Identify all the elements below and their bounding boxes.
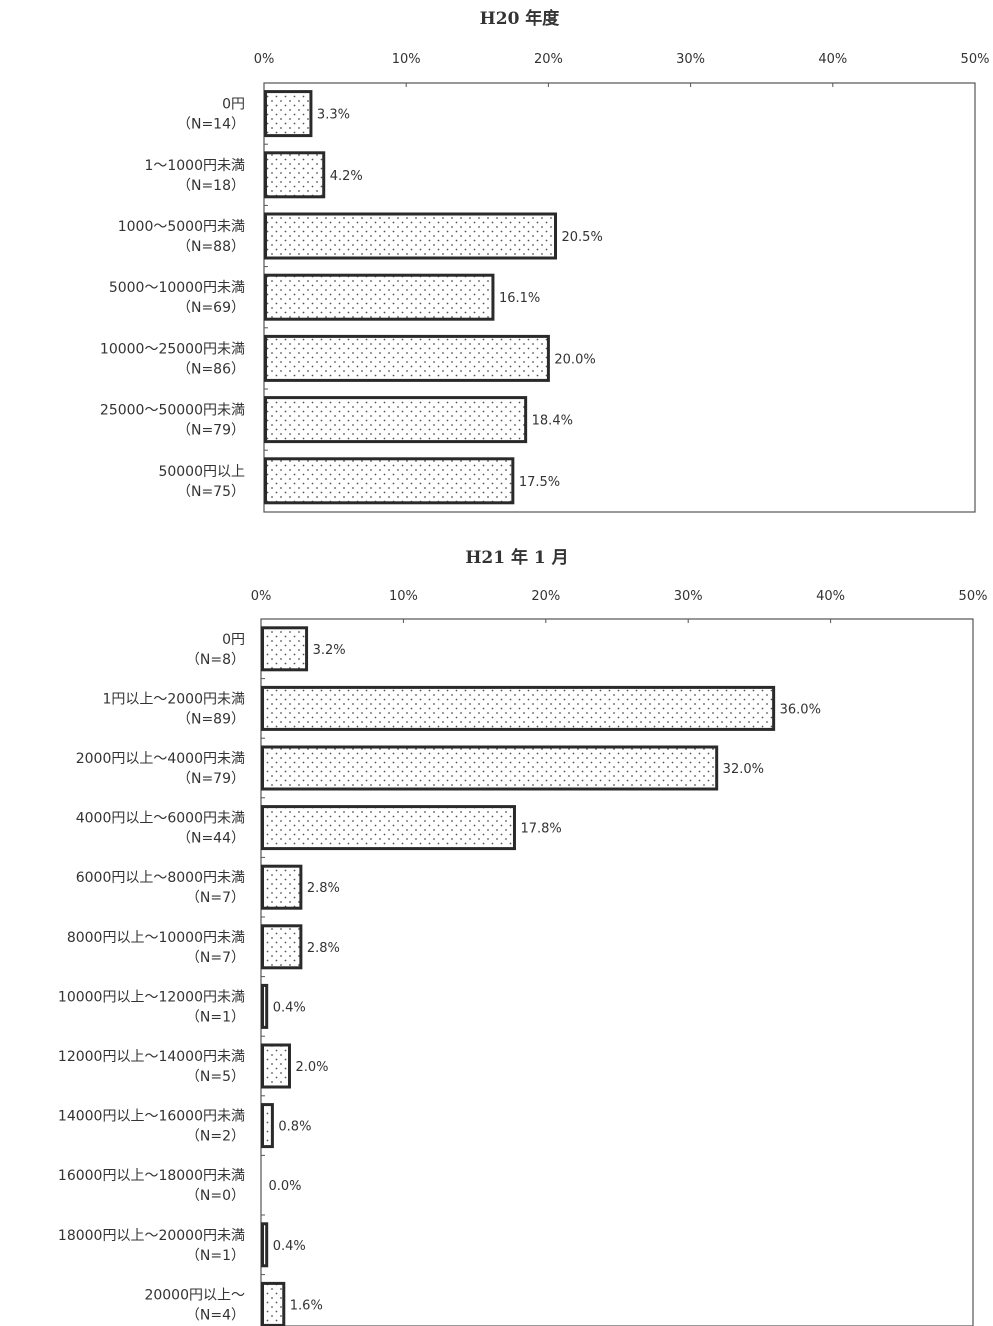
data-label: 17.5% xyxy=(519,475,560,490)
category-label: 0円 xyxy=(222,97,245,113)
bar xyxy=(261,1043,291,1089)
bar xyxy=(264,457,515,505)
category-label: 5000～10000円未満 xyxy=(109,280,245,296)
bar xyxy=(264,396,528,444)
data-label: 4.2% xyxy=(330,169,363,184)
data-label: 0.4% xyxy=(273,1000,306,1015)
category-label: 1～1000円未満 xyxy=(144,158,245,174)
data-label: 2.8% xyxy=(307,941,340,956)
chart-title: H21 年 1 月 xyxy=(465,547,568,568)
x-tick-label: 30% xyxy=(674,589,703,604)
category-label: 12000円以上～14000円未満 xyxy=(58,1049,245,1065)
data-label: 20.0% xyxy=(554,352,595,367)
category-label: 10000円以上～12000円未満 xyxy=(58,989,245,1005)
category-count-label: （N=0） xyxy=(186,1188,245,1204)
category-label: 25000～50000円未満 xyxy=(100,403,245,419)
data-label: 0.4% xyxy=(273,1239,306,1254)
data-label: 0.0% xyxy=(269,1179,302,1194)
bar xyxy=(261,1281,286,1326)
bar xyxy=(261,626,309,672)
data-label: 3.2% xyxy=(313,643,346,658)
plot-area xyxy=(260,618,974,1326)
x-tick-label: 0% xyxy=(254,52,275,67)
category-count-label: （N=1） xyxy=(186,1248,245,1264)
x-tick-label: 10% xyxy=(392,52,421,67)
chart-1: H20 年度 0% 10% 20% 30% 40% 50% 3.3% 0円 （N=14） 4.2% 1… xyxy=(100,8,990,513)
data-label: 16.1% xyxy=(499,291,540,306)
bar xyxy=(264,273,495,321)
bar xyxy=(261,1103,274,1149)
bar xyxy=(261,983,269,1029)
data-label: 3.3% xyxy=(317,108,350,123)
data-label: 17.8% xyxy=(520,822,561,837)
category-count-label: （N=5） xyxy=(186,1069,245,1085)
data-label: 32.0% xyxy=(723,762,764,777)
category-count-label: （N=79） xyxy=(177,771,245,787)
category-label: 20000円以上～ xyxy=(144,1287,245,1303)
x-tick-label: 30% xyxy=(676,52,705,67)
category-count-label: （N=86） xyxy=(177,361,245,377)
category-count-label: （N=18） xyxy=(177,178,245,194)
x-tick-label: 20% xyxy=(534,52,563,67)
bar xyxy=(261,1222,269,1268)
bar xyxy=(261,685,776,731)
x-tick-label: 40% xyxy=(818,52,847,67)
data-label: 18.4% xyxy=(532,414,573,429)
category-count-label: （N=7） xyxy=(186,950,245,966)
data-label: 0.8% xyxy=(278,1120,311,1135)
bar xyxy=(264,212,558,260)
category-count-label: （N=4） xyxy=(186,1307,245,1323)
category-label: 1円以上～2000円未満 xyxy=(102,691,245,707)
category-label: 2000円以上～4000円未満 xyxy=(76,751,245,767)
bar xyxy=(264,334,550,382)
category-count-label: （N=7） xyxy=(186,890,245,906)
data-label: 1.6% xyxy=(290,1298,323,1313)
category-count-label: （N=79） xyxy=(177,423,245,439)
x-tick-label: 50% xyxy=(959,589,988,604)
category-count-label: （N=89） xyxy=(177,711,245,727)
category-label: 6000円以上～8000円未満 xyxy=(76,870,245,886)
category-count-label: （N=69） xyxy=(177,300,245,316)
data-label: 2.8% xyxy=(307,881,340,896)
category-count-label: （N=88） xyxy=(177,239,245,255)
category-count-label: （N=44） xyxy=(177,831,245,847)
data-label: 36.0% xyxy=(780,702,821,717)
category-label: 16000円以上～18000円未満 xyxy=(58,1168,245,1184)
x-tick-label: 10% xyxy=(389,589,418,604)
chart-2: H21 年 1 月 0% 10% 20% 30% 40% 50% 3.2% 0円 （N=8） 36.… xyxy=(58,547,988,1326)
x-tick-label: 50% xyxy=(961,52,990,67)
plot-area xyxy=(263,82,976,513)
category-label: 18000円以上～20000円未満 xyxy=(58,1228,245,1244)
data-label: 20.5% xyxy=(562,230,603,245)
bar xyxy=(261,805,516,851)
category-label: 10000～25000円未満 xyxy=(100,341,245,357)
category-count-label: （N=8） xyxy=(186,652,245,668)
x-tick-label: 40% xyxy=(816,589,845,604)
category-label: 1000～5000円未満 xyxy=(118,219,245,235)
chart-title: H20 年度 xyxy=(480,8,561,29)
x-tick-label: 0% xyxy=(251,589,272,604)
bar xyxy=(264,151,326,199)
category-label: 14000円以上～16000円未満 xyxy=(58,1109,245,1125)
category-count-label: （N=2） xyxy=(186,1129,245,1145)
bar xyxy=(264,90,313,138)
category-count-label: （N=75） xyxy=(177,484,245,500)
x-tick-label: 20% xyxy=(531,589,560,604)
bar xyxy=(261,924,303,970)
category-label: 4000円以上～6000円未満 xyxy=(76,811,245,827)
bar xyxy=(261,864,303,910)
category-count-label: （N=14） xyxy=(177,117,245,133)
bar xyxy=(261,745,719,791)
category-label: 0円 xyxy=(222,632,245,648)
data-label: 2.0% xyxy=(295,1060,328,1075)
category-label: 50000円以上 xyxy=(158,464,245,480)
category-label: 8000円以上～10000円未満 xyxy=(67,930,245,946)
category-count-label: （N=1） xyxy=(186,1009,245,1025)
